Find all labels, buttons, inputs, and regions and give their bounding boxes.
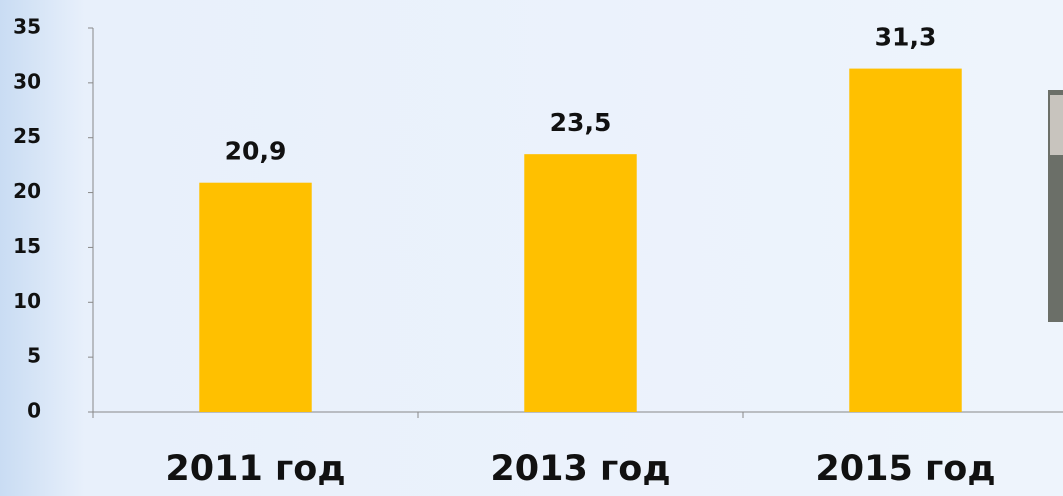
bar bbox=[849, 68, 962, 412]
value-label: 31,3 bbox=[875, 23, 937, 52]
x-tick-label: 2013 год bbox=[490, 449, 670, 489]
bar bbox=[199, 182, 312, 412]
y-tick-label: 0 bbox=[27, 399, 41, 423]
x-tick-label: 2011 год bbox=[165, 449, 345, 489]
y-tick-label: 15 bbox=[13, 234, 41, 258]
bar bbox=[524, 154, 637, 412]
y-tick-label: 5 bbox=[27, 344, 41, 368]
y-tick-label: 20 bbox=[13, 179, 41, 203]
value-label: 20,9 bbox=[225, 137, 287, 166]
photo-detail bbox=[1050, 95, 1063, 155]
y-tick-label: 10 bbox=[13, 289, 41, 313]
y-tick-label: 35 bbox=[13, 15, 41, 39]
value-label: 23,5 bbox=[550, 108, 612, 137]
y-tick-label: 25 bbox=[13, 124, 41, 148]
y-tick-label: 30 bbox=[13, 69, 41, 93]
x-tick-label: 2015 год bbox=[815, 449, 995, 489]
